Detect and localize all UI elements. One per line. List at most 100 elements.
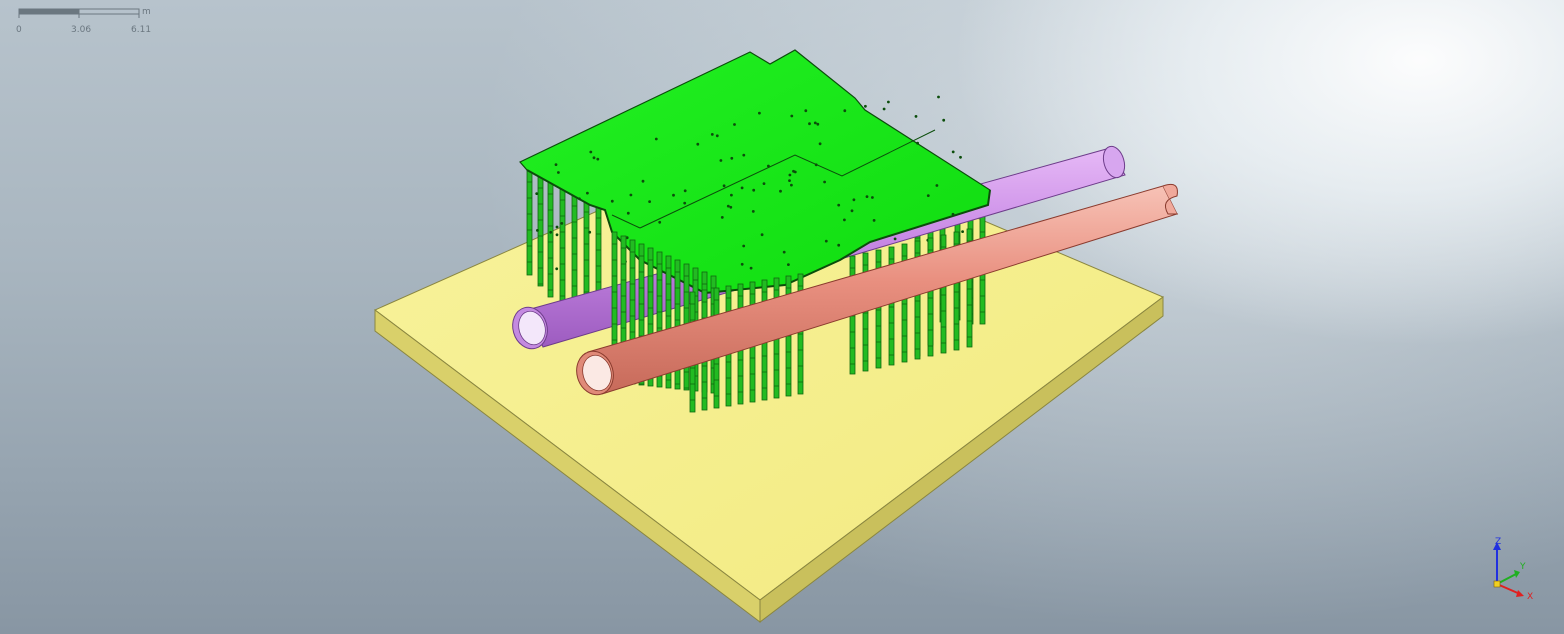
deck-hole bbox=[762, 182, 766, 186]
pile bbox=[559, 187, 566, 307]
pile bbox=[966, 228, 973, 348]
pile bbox=[901, 243, 908, 363]
deck-hole bbox=[610, 199, 614, 203]
deck-hole bbox=[719, 159, 723, 162]
deck-hole bbox=[696, 142, 700, 146]
deck-hole bbox=[935, 184, 939, 187]
scale-tick-1: 3.06 bbox=[71, 25, 92, 35]
pile bbox=[537, 175, 544, 287]
deck-hole bbox=[555, 225, 559, 229]
deck-hole bbox=[808, 122, 811, 126]
deck-hole bbox=[535, 192, 539, 196]
deck-hole bbox=[872, 219, 876, 222]
deck-hole bbox=[683, 189, 687, 193]
pile bbox=[674, 259, 681, 390]
pile bbox=[914, 240, 921, 360]
pile bbox=[526, 169, 533, 276]
deck-hole bbox=[588, 230, 592, 234]
scale-tick-0: 0 bbox=[16, 25, 22, 35]
deck-hole bbox=[654, 137, 658, 141]
deck-hole bbox=[893, 237, 897, 241]
deck-hole bbox=[837, 203, 841, 207]
deck-plate[interactable] bbox=[519, 49, 991, 295]
deck-hole bbox=[629, 193, 633, 197]
deck-hole bbox=[586, 191, 589, 195]
deck-hole bbox=[740, 262, 744, 266]
deck-hole bbox=[722, 184, 726, 188]
deck-hole bbox=[959, 155, 962, 159]
scale-bar-graphic bbox=[18, 8, 140, 18]
deck-hole bbox=[824, 239, 828, 243]
pile bbox=[547, 181, 554, 298]
deck-hole bbox=[589, 150, 593, 154]
deck-hole bbox=[742, 244, 746, 248]
deck-hole bbox=[749, 266, 753, 270]
pile bbox=[927, 237, 934, 357]
deck-hole bbox=[790, 183, 793, 187]
axis-x-label: X bbox=[1527, 592, 1534, 602]
deck-hole bbox=[726, 204, 730, 208]
pile bbox=[875, 249, 882, 369]
deck-hole bbox=[818, 142, 822, 146]
deck-hole bbox=[782, 250, 786, 254]
deck-hole bbox=[837, 243, 841, 247]
deck-hole bbox=[720, 216, 724, 219]
deck-hole bbox=[787, 263, 790, 266]
deck-hole bbox=[742, 153, 746, 157]
deck-hole bbox=[554, 163, 558, 167]
deck-hole bbox=[710, 133, 714, 136]
deck-hole bbox=[767, 164, 770, 168]
deck-hole bbox=[549, 230, 553, 234]
deck-hole bbox=[733, 123, 736, 126]
deck-hole bbox=[536, 229, 539, 232]
deck-hole bbox=[813, 121, 817, 125]
deck-hole bbox=[758, 111, 761, 115]
deck-hole bbox=[641, 179, 645, 183]
pile bbox=[940, 234, 947, 354]
deck-hole bbox=[715, 134, 719, 138]
pipe-front[interactable] bbox=[572, 183, 1179, 399]
deck-hole bbox=[887, 100, 890, 104]
deck-hole bbox=[792, 169, 795, 173]
deck-hole bbox=[555, 267, 559, 271]
axis-y-label: Y bbox=[1520, 562, 1526, 572]
axis-triad-graphic bbox=[1493, 542, 1524, 597]
deck-hole bbox=[864, 104, 867, 108]
deck-hole bbox=[790, 114, 794, 118]
deck-hole bbox=[823, 180, 826, 184]
deck-hole bbox=[596, 157, 600, 161]
deck-hole bbox=[937, 95, 940, 99]
deck-hole bbox=[626, 211, 630, 215]
deck-hole bbox=[730, 193, 733, 197]
deck-hole bbox=[951, 212, 955, 216]
deck-hole bbox=[557, 171, 560, 174]
deck-hole bbox=[788, 173, 792, 177]
scale-bar: m 0 3.06 6.11 bbox=[14, 6, 174, 38]
deck-hole bbox=[804, 109, 808, 113]
axis-triad[interactable]: Z Y X bbox=[1484, 534, 1544, 606]
deck-hole bbox=[865, 195, 869, 199]
pile bbox=[888, 246, 895, 366]
deck-hole bbox=[926, 194, 930, 198]
deck-hole bbox=[751, 210, 755, 213]
pile bbox=[665, 255, 672, 389]
deck-hole bbox=[658, 220, 662, 224]
deck-hole bbox=[951, 150, 955, 154]
deck-hole bbox=[729, 205, 733, 209]
deck-hole bbox=[672, 193, 675, 197]
deck-hole bbox=[816, 122, 820, 126]
deck-hole bbox=[871, 196, 874, 199]
deck-hole bbox=[625, 236, 629, 240]
deck-hole bbox=[882, 107, 886, 111]
deck-hole bbox=[730, 156, 734, 160]
deck-hole bbox=[843, 109, 847, 113]
deck-hole bbox=[961, 230, 964, 234]
deck-hole bbox=[683, 201, 687, 205]
pile bbox=[638, 243, 645, 386]
deck-hole bbox=[942, 118, 946, 122]
deck-hole bbox=[814, 163, 818, 167]
deck-hole bbox=[916, 141, 919, 145]
deck-hole bbox=[555, 233, 559, 237]
